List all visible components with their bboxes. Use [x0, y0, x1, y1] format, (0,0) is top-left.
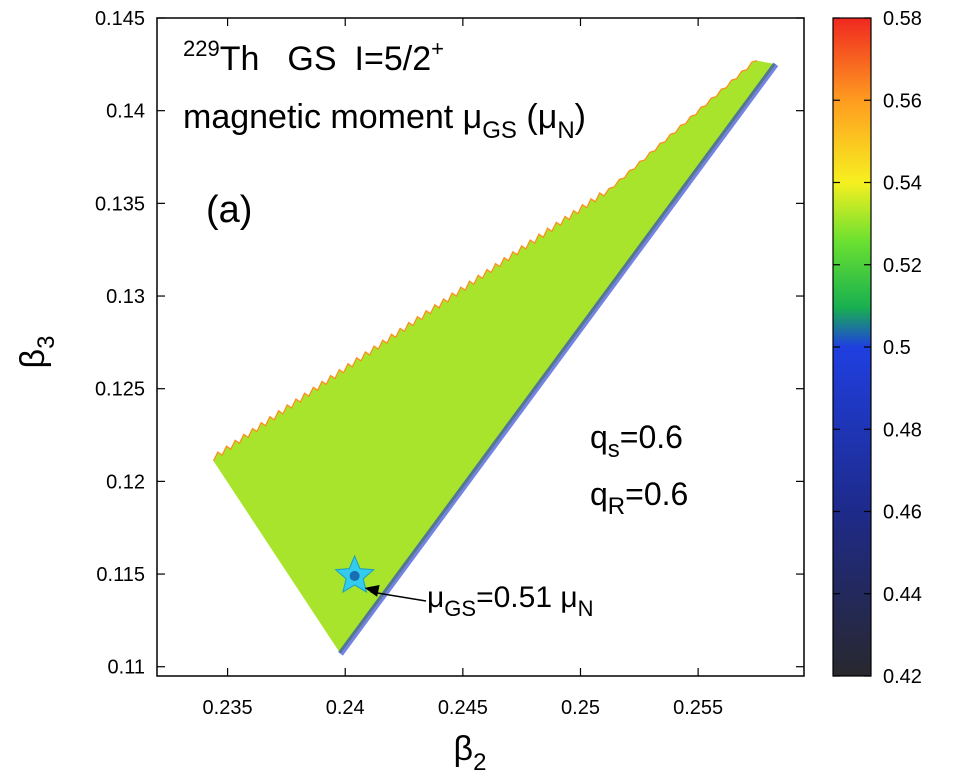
x-tick-label: 0.245 — [438, 697, 488, 719]
title-line2: magnetic moment μGS (μN) — [183, 98, 586, 144]
plot-area: 0.235 0.24 0.245 0.25 0.255 0.110.1150.120.1… — [95, 8, 805, 719]
colorbar-tick-label: 0.56 — [883, 90, 922, 112]
y-tick-label: 0.12 — [106, 471, 145, 493]
x-tick-label: 0.25 — [561, 697, 600, 719]
y-tick-label: 0.115 — [96, 564, 145, 586]
x-ticks: 0.235 0.24 0.245 0.25 0.255 — [203, 18, 723, 719]
colorbar-tick-label: 0.48 — [883, 419, 922, 441]
colorbar-tick-label: 0.52 — [883, 255, 922, 277]
nucleus: Th — [220, 40, 260, 78]
state: GS — [287, 40, 336, 78]
colorbar-tick-label: 0.54 — [883, 173, 922, 195]
x-tick-label: 0.255 — [673, 697, 723, 719]
y-tick-label: 0.14 — [106, 101, 145, 123]
x-axis-title: β2 — [454, 730, 487, 776]
param-qs: qs=0.6 — [590, 419, 683, 463]
title-quantity-sub: GS — [482, 117, 517, 144]
data-region — [213, 60, 776, 654]
region-edge-lower — [338, 62, 779, 656]
region-edge-upper — [212, 60, 758, 462]
title-unit-open: (μ — [517, 98, 557, 136]
panel-label: (a) — [206, 189, 252, 231]
parity: + — [431, 36, 444, 61]
y-tick-label: 0.135 — [95, 193, 145, 215]
colorbar: 0.42 0.44 0.46 0.48 0.5 0.52 0.54 0.56 0.58 — [832, 8, 922, 688]
title-unit-sub: N — [557, 117, 574, 144]
param-qr: qR=0.6 — [590, 476, 688, 520]
colorbar-tick-label: 0.46 — [883, 502, 922, 524]
y-tick-label: 0.125 — [95, 379, 145, 401]
colorbar-tick-label: 0.44 — [883, 584, 922, 606]
mass-number: 229 — [183, 36, 220, 61]
x-tick-label: 0.235 — [203, 697, 253, 719]
marker-arrowhead — [364, 585, 380, 597]
colorbar-ticks: 0.42 0.44 0.46 0.48 0.5 0.52 0.54 0.56 0.58 — [833, 8, 922, 688]
title-unit-close: ) — [575, 98, 586, 136]
x-tick-label: 0.24 — [326, 697, 365, 719]
y-ticks: 0.11 0.115 0.12 0.125 0.13 0.135 0.14 0.145 — [95, 8, 804, 679]
colorbar-tick-label: 0.42 — [883, 666, 922, 688]
colorbar-tick-label: 0.5 — [883, 337, 911, 359]
y-tick-label: 0.13 — [106, 286, 145, 308]
marker-label: μGS=0.51 μN — [427, 581, 594, 621]
spin: I=5/2 — [355, 40, 432, 78]
y-tick-label: 0.145 — [95, 8, 145, 30]
y-axis-title: β3 — [14, 336, 60, 369]
title-line1: 229Th GS I=5/2+ — [183, 36, 444, 78]
marker-arrow — [370, 591, 427, 602]
colorbar-tick-label: 0.58 — [883, 8, 922, 30]
marker-center — [349, 570, 360, 581]
y-tick-label: 0.11 — [108, 657, 145, 679]
title-quantity: magnetic moment μ — [183, 98, 482, 136]
